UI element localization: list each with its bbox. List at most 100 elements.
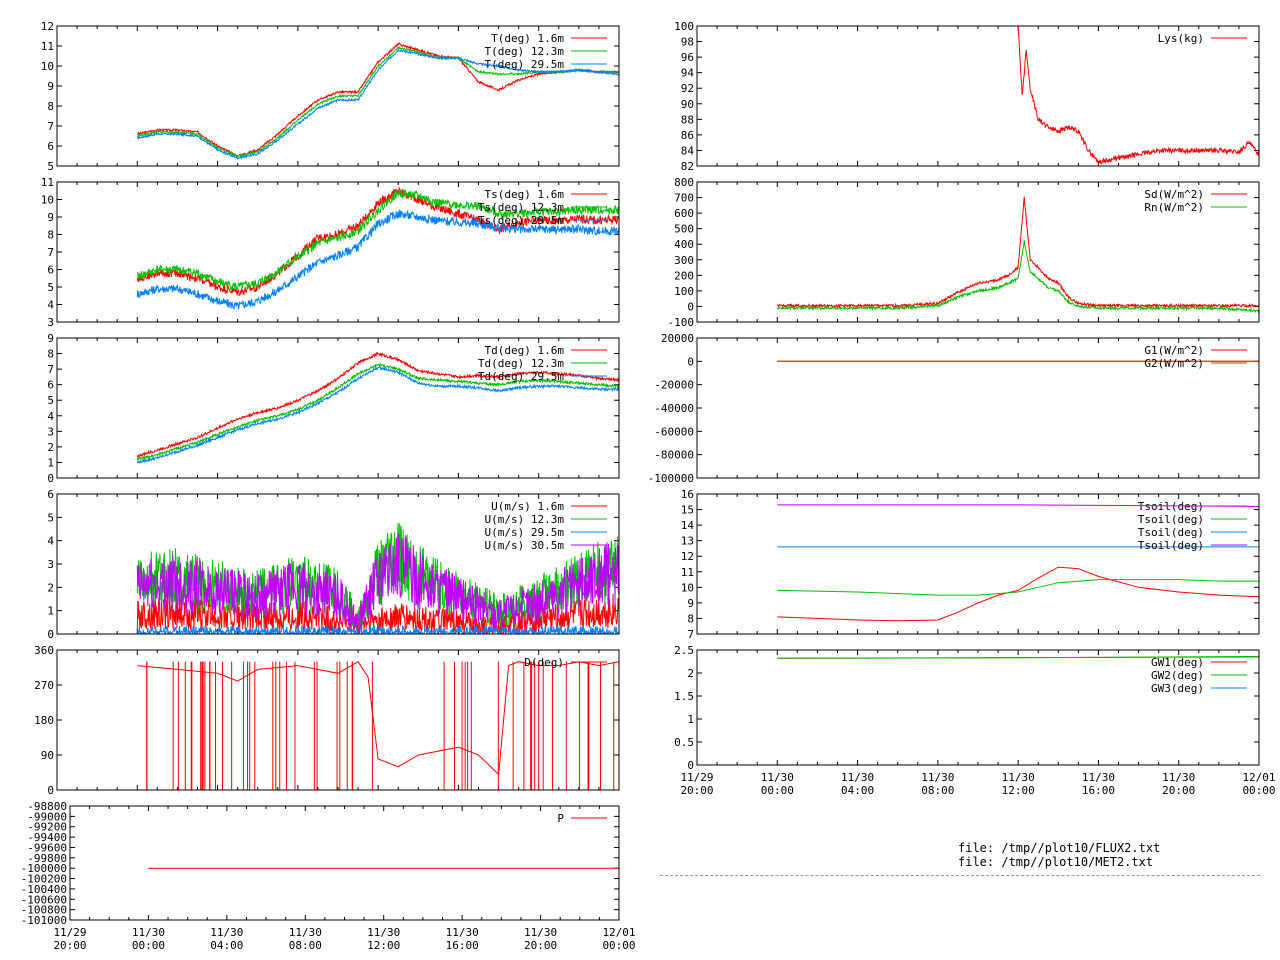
y-tick-label: -60000 (654, 425, 694, 438)
y-tick-label: 7 (47, 363, 54, 376)
y-tick-label: 92 (681, 82, 694, 95)
y-tick-label: 8 (47, 100, 54, 113)
chart-panel-rad: -100 0 100 200 300 400 500 600 700 800 Sd(W/m^2)Rn… (668, 176, 1260, 329)
y-tick-label: 3 (47, 558, 54, 571)
y-tick-label: 88 (681, 113, 694, 126)
x-tick-label-date: 11/30 (524, 926, 557, 939)
x-tick-label-date: 11/30 (761, 771, 794, 784)
series-line-td-1 (136, 362, 619, 462)
y-tick-label: -99400 (27, 831, 67, 844)
x-tick-label-time: 20:00 (524, 939, 557, 952)
legend-entry: G2(W/m^2) (1144, 357, 1204, 370)
y-tick-label: 3 (47, 316, 54, 329)
series-line-t-0 (137, 42, 619, 158)
y-tick-label: 5 (47, 160, 54, 173)
y-tick-label: -100 (668, 316, 695, 329)
plot-frame (696, 649, 1260, 766)
y-tick-label: 700 (674, 192, 694, 205)
y-tick-label: -100000 (21, 862, 67, 875)
series-line-t-1 (136, 46, 619, 158)
y-tick-label: 270 (34, 679, 54, 692)
legend-entry: Ts(deg) 29.5m (478, 214, 564, 227)
y-tick-label: 5 (47, 511, 54, 524)
x-tick-label-time: 16:00 (446, 939, 479, 952)
y-tick-label: -100400 (21, 883, 67, 896)
series-line-ts-2 (136, 209, 619, 311)
y-tick-label: 11 (681, 566, 694, 579)
y-tick-label: 400 (674, 238, 694, 251)
series-line-td-0 (136, 351, 619, 459)
y-tick-label: 7 (687, 628, 694, 641)
x-tick-label-date: 11/30 (1002, 771, 1035, 784)
chart-panel-t: 5 6 7 8 9 10 11 12 T(deg) 1.6mT(deg) 12.3mT(deg)… (41, 20, 620, 173)
y-tick-label: -100600 (21, 893, 67, 906)
y-tick-label: 86 (681, 129, 694, 142)
legend-entry: T(deg) 29.5m (485, 58, 565, 71)
x-tick-label-date: 11/30 (1162, 771, 1195, 784)
plot-frame (56, 337, 620, 479)
y-tick-label: 0 (687, 759, 694, 772)
legend-entry: G1(W/m^2) (1144, 344, 1204, 357)
chart-panel-gw: 00.511.522.511/2920:0011/3000:0011/3004:… (674, 644, 1275, 797)
y-tick-label: 82 (681, 160, 694, 173)
y-tick-label: 84 (681, 144, 695, 157)
chart-panel-lys: 82 84 86 88 90 92 94 96 98 100 Lys(kg) (674, 20, 1260, 173)
plot-frame (56, 493, 620, 635)
y-tick-label: 2 (47, 581, 54, 594)
y-tick-label: 1.5 (674, 690, 694, 703)
y-tick-label: 12 (41, 20, 54, 33)
legend-entry: T(deg) 12.3m (485, 45, 565, 58)
y-tick-label: 200 (674, 269, 694, 282)
y-tick-label: 10 (681, 581, 694, 594)
plot-frame (56, 181, 620, 323)
plot-frame (56, 25, 620, 167)
y-tick-label: -98800 (27, 800, 67, 813)
file-info-line: file: /tmp//plot10/FLUX2.txt (958, 841, 1161, 855)
y-tick-label: 360 (34, 644, 54, 657)
y-tick-label: 15 (681, 504, 694, 517)
legend-entry: P (557, 812, 564, 825)
y-tick-label: -99000 (27, 810, 67, 823)
y-tick-label: 0 (47, 628, 54, 641)
legend-entry: Tsoil(deg) (1138, 539, 1204, 552)
y-tick-label: 7 (47, 120, 54, 133)
legend-entry: GW2(deg) (1151, 669, 1204, 682)
x-tick-label-time: 00:00 (1242, 784, 1275, 797)
x-tick-label-time: 00:00 (761, 784, 794, 797)
series-line-rad-1 (776, 240, 1259, 314)
y-tick-label: 7 (47, 246, 54, 259)
chart-panel-u: 0 1 2 3 4 5 6 U(m/s) 1.6mU(m/s) 12.3mU(m/s) 29.… (47, 488, 620, 641)
series-line-gw-1 (777, 655, 1259, 659)
x-tick-label-date: 11/30 (446, 926, 479, 939)
x-tick-label-time: 20:00 (680, 784, 713, 797)
x-tick-label-date: 12/01 (1242, 771, 1275, 784)
series-line-u-2 (136, 623, 619, 634)
y-tick-label: -20000 (654, 379, 694, 392)
y-tick-label: 0.5 (674, 736, 694, 749)
y-tick-label: 94 (681, 67, 695, 80)
y-tick-label: 300 (674, 254, 694, 267)
legend-entry: U(m/s) 12.3m (485, 513, 565, 526)
legend-entry: U(m/s) 1.6m (491, 500, 564, 513)
series-line-u-3 (136, 533, 619, 634)
series-line-ts-1 (136, 188, 619, 292)
y-tick-label: 1 (47, 456, 54, 469)
y-tick-label: 4 (47, 535, 54, 548)
x-tick-label-date: 11/29 (53, 926, 86, 939)
x-tick-label-time: 00:00 (602, 939, 635, 952)
y-tick-label: 6 (47, 140, 54, 153)
y-tick-label: 600 (674, 207, 694, 220)
y-tick-label: -99800 (27, 852, 67, 865)
x-tick-label-date: 11/30 (367, 926, 400, 939)
legend-entry: Td(deg) 12.3m (478, 357, 564, 370)
y-tick-label: -101000 (21, 914, 67, 927)
x-tick-label-time: 08:00 (289, 939, 322, 952)
y-tick-label: -80000 (654, 449, 694, 462)
y-tick-label: 500 (674, 223, 694, 236)
y-tick-label: -99200 (27, 821, 67, 834)
legend-entry: D(deg) (524, 656, 564, 669)
y-tick-label: 180 (34, 714, 54, 727)
x-tick-label-date: 11/30 (921, 771, 954, 784)
